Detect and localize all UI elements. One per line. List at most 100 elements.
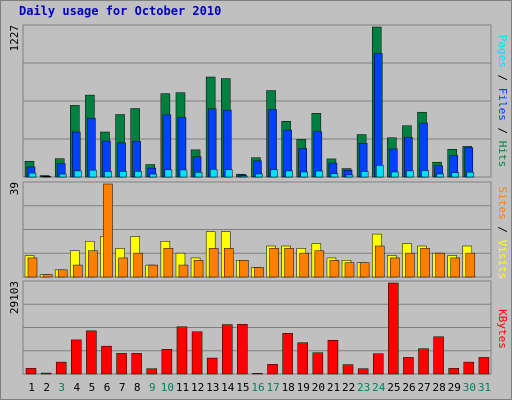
kbytes-bar-kbytes-day-16 — [252, 373, 262, 374]
hits-files-pages-bar-pages-day-21 — [331, 174, 338, 177]
hits-files-pages-bar-pages-day-28 — [437, 174, 444, 177]
x-tick-label-day-25: 25 — [387, 381, 400, 394]
x-tick-label-day-4: 4 — [74, 381, 81, 394]
hits-files-pages-bar-pages-day-16 — [255, 174, 262, 177]
hits-files-pages-bar-pages-day-24 — [376, 165, 383, 177]
x-tick-label-day-22: 22 — [342, 381, 355, 394]
kbytes-bar-kbytes-day-31 — [479, 357, 489, 374]
x-tick-label-day-26: 26 — [402, 381, 415, 394]
visits-sites-bar-sites-day-3 — [58, 270, 67, 277]
visits-sites-bar-sites-day-17 — [270, 248, 279, 277]
hits-files-pages-bar-pages-day-29 — [452, 173, 459, 177]
x-tick-label-day-18: 18 — [282, 381, 295, 394]
legend-label-visits: Visits — [496, 240, 509, 280]
legend-label-files: Files — [496, 88, 509, 121]
kbytes-bar-kbytes-day-20 — [313, 353, 323, 374]
kbytes-bar-kbytes-day-9 — [147, 369, 157, 374]
hits-files-pages-bar-pages-day-23 — [361, 171, 368, 177]
visits-sites-bar-sites-day-26 — [405, 253, 414, 277]
x-tick-label-day-2: 2 — [43, 381, 50, 394]
hits-files-pages-bar-files-day-4 — [72, 132, 80, 177]
x-tick-label-day-19: 19 — [297, 381, 310, 394]
hits-files-pages-bar-pages-day-27 — [422, 171, 429, 177]
hits-files-pages-bar-pages-day-26 — [406, 171, 413, 177]
visits-sites-bar-sites-day-9 — [149, 265, 158, 277]
x-tick-label-day-6: 6 — [104, 381, 111, 394]
visits-sites-axis-max-label: 39 — [8, 182, 21, 195]
x-tick-label-day-15: 15 — [236, 381, 249, 394]
hits-files-pages-bar-pages-day-9 — [150, 174, 157, 177]
kbytes-axis-max-label: 29103 — [8, 281, 21, 314]
x-tick-label-day-29: 29 — [448, 381, 461, 394]
visits-sites-bar-sites-day-6 — [103, 184, 112, 277]
x-tick-label-day-21: 21 — [327, 381, 340, 394]
hits-files-pages-bar-pages-day-7 — [120, 171, 127, 177]
x-tick-label-day-24: 24 — [372, 381, 386, 394]
hits-files-pages-bar-pages-day-1 — [29, 173, 36, 177]
kbytes-bar-kbytes-day-7 — [117, 353, 127, 374]
legend-label-kbytes: KBytes — [496, 309, 509, 349]
x-tick-label-day-12: 12 — [191, 381, 204, 394]
visits-sites-legend: Sites / Visits — [496, 187, 509, 280]
visits-sites-bar-sites-day-16 — [254, 267, 263, 277]
visits-sites-bar-sites-day-7 — [119, 258, 128, 277]
x-tick-label-day-8: 8 — [134, 381, 141, 394]
hits-files-pages-bar-files-day-24 — [374, 53, 382, 177]
kbytes-bar-kbytes-day-19 — [298, 343, 308, 374]
legend-label-sites: Sites — [496, 187, 509, 220]
kbytes-bar-kbytes-day-25 — [388, 283, 398, 374]
hits-files-pages-bar-pages-day-12 — [195, 172, 202, 177]
x-tick-label-day-23: 23 — [357, 381, 370, 394]
hits-files-pages-bar-pages-day-11 — [180, 170, 187, 177]
kbytes-bar-kbytes-day-28 — [434, 337, 444, 374]
hits-files-pages-bar-pages-day-8 — [135, 171, 142, 177]
kbytes-bar-kbytes-day-10 — [162, 349, 172, 374]
kbytes-bar-kbytes-day-13 — [207, 358, 217, 374]
legend-label-pages: Pages — [496, 35, 509, 68]
x-tick-label-day-30: 30 — [463, 381, 476, 394]
kbytes-bar-kbytes-day-29 — [449, 368, 459, 374]
x-tick-label-day-1: 1 — [28, 381, 35, 394]
hits-files-pages-bar-files-day-20 — [314, 132, 322, 177]
kbytes-bar-kbytes-day-23 — [358, 369, 368, 374]
visits-sites-bar-sites-day-13 — [209, 248, 218, 277]
hits-files-pages-bar-pages-day-17 — [271, 170, 278, 177]
kbytes-bar-kbytes-day-2 — [41, 373, 51, 374]
x-tick-label-day-17: 17 — [266, 381, 279, 394]
x-tick-label-day-14: 14 — [221, 381, 235, 394]
x-tick-label-day-13: 13 — [206, 381, 219, 394]
hits-files-pages-bar-pages-day-10 — [165, 170, 172, 177]
hits-files-pages-bar-files-day-10 — [163, 115, 171, 177]
kbytes-bar-kbytes-day-26 — [403, 357, 413, 374]
kbytes-bar-kbytes-day-6 — [101, 346, 111, 374]
kbytes-bar-kbytes-day-1 — [26, 368, 36, 374]
visits-sites-bar-sites-day-22 — [345, 263, 354, 277]
kbytes-bar-kbytes-day-5 — [86, 331, 96, 374]
kbytes-bar-kbytes-day-12 — [192, 332, 202, 374]
visits-sites-bar-sites-day-29 — [451, 258, 460, 277]
legend-separator: / — [496, 68, 509, 88]
visits-sites-bar-sites-day-8 — [134, 253, 143, 277]
hits-files-pages-bar-pages-day-18 — [286, 171, 293, 177]
kbytes-bar-kbytes-day-18 — [283, 333, 293, 374]
visits-sites-bar-sites-day-30 — [466, 253, 475, 277]
x-tick-label-day-16: 16 — [251, 381, 264, 394]
legend-separator: / — [496, 121, 509, 141]
visits-sites-bar-sites-day-27 — [421, 248, 430, 277]
hits-files-pages-bar-pages-day-19 — [301, 172, 308, 177]
hits-files-pages-bar-pages-day-4 — [74, 171, 81, 177]
visits-sites-bar-sites-day-12 — [194, 260, 203, 277]
x-tick-label-day-5: 5 — [89, 381, 96, 394]
kbytes-legend: KBytes — [496, 309, 509, 349]
kbytes-bar-kbytes-day-15 — [237, 324, 247, 374]
visits-sites-bar-sites-day-24 — [375, 246, 384, 277]
hits-files-pages-bar-pages-day-20 — [316, 171, 323, 177]
hits-files-pages-bar-pages-day-22 — [346, 175, 353, 177]
hits-files-pages-bar-pages-day-5 — [89, 170, 96, 177]
hits-files-pages-bar-pages-day-14 — [225, 170, 232, 177]
visits-sites-bar-sites-day-25 — [390, 258, 399, 277]
x-tick-label-day-7: 7 — [119, 381, 126, 394]
x-tick-label-day-28: 28 — [433, 381, 446, 394]
